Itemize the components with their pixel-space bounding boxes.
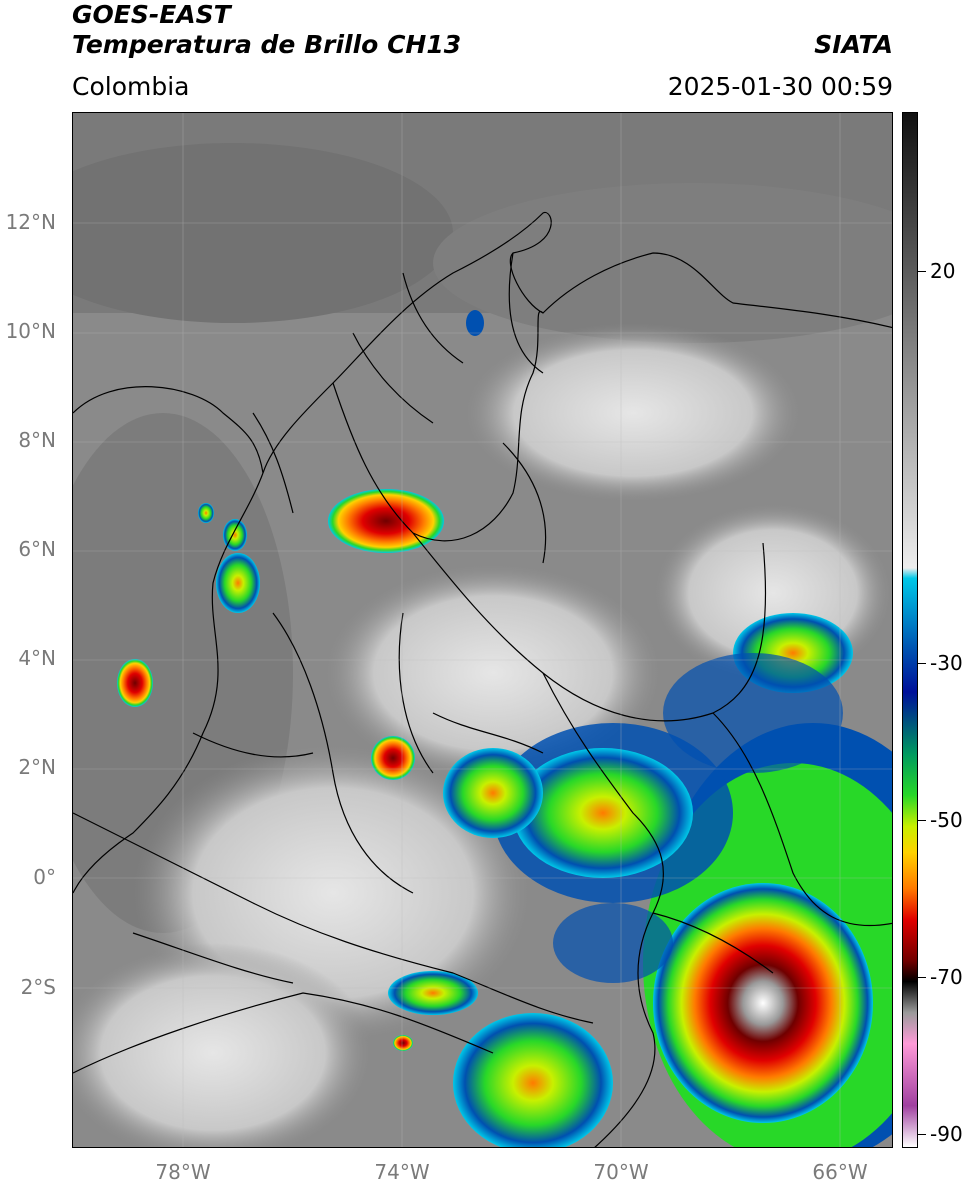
colorbar [902, 112, 918, 1148]
lat-label-6n: 6°N [18, 537, 56, 561]
colorbar-tick-20 [918, 271, 926, 272]
colorbar-label-20: 20 [930, 259, 956, 283]
colorbar-label-minus50: -50 [930, 808, 963, 832]
colorbar-tick-minus70 [918, 977, 926, 978]
lat-label-10n: 10°N [5, 319, 56, 343]
agency-label: SIATA [814, 30, 893, 59]
region-label: Colombia [72, 72, 190, 101]
title-line-2: Temperatura de Brillo CH13 [72, 30, 462, 59]
lon-label-66w: 66°W [812, 1160, 868, 1184]
lon-label-78w: 78°W [155, 1160, 211, 1184]
lat-label-8n: 8°N [18, 428, 56, 452]
colorbar-label-minus30: -30 [930, 651, 963, 675]
lat-label-2s: 2°S [20, 975, 56, 999]
colorbar-tick-minus50 [918, 820, 926, 821]
colorbar-label-minus90: -90 [930, 1122, 963, 1146]
lat-label-2n: 2°N [18, 755, 56, 779]
datetime-label: 2025-01-30 00:59 [667, 72, 893, 101]
colorbar-tick-minus30 [918, 663, 926, 664]
lon-label-70w: 70°W [593, 1160, 649, 1184]
lat-label-4n: 4°N [18, 646, 56, 670]
colorbar-label-minus70: -70 [930, 965, 963, 989]
lat-label-12n: 12°N [5, 210, 56, 234]
satellite-image [73, 113, 892, 1147]
satellite-map [72, 112, 893, 1148]
colorbar-tick-minus90 [918, 1134, 926, 1135]
title-line-1: GOES-EAST [72, 0, 231, 29]
lat-label-0: 0° [33, 865, 56, 889]
lon-label-74w: 74°W [374, 1160, 430, 1184]
